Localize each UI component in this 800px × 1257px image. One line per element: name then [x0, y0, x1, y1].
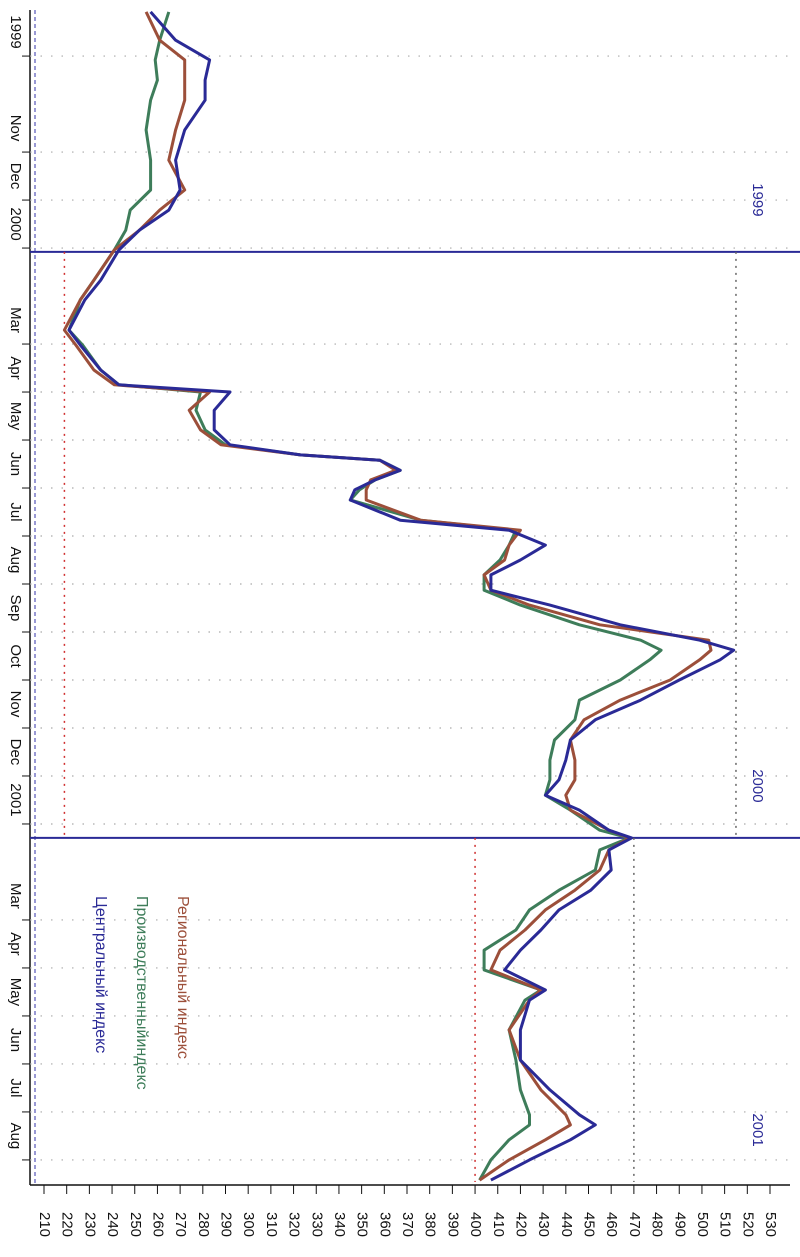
y-tick-label: 360 [376, 1212, 393, 1237]
y-tick-label: 230 [81, 1212, 98, 1237]
y-tick-label: 250 [127, 1212, 144, 1237]
x-tick-label: May [7, 402, 24, 431]
y-tick-label: 510 [717, 1212, 734, 1237]
x-tick-label: Jun [7, 452, 24, 476]
x-tick-label: Jul [7, 1078, 24, 1097]
y-tick-label: 520 [739, 1212, 756, 1237]
y-tick-label: 240 [104, 1212, 121, 1237]
y-tick-label: 340 [331, 1212, 348, 1237]
x-tick-label: Apr [7, 932, 24, 955]
y-tick-label: 280 [195, 1212, 212, 1237]
y-tick-label: 390 [444, 1212, 461, 1237]
period-label: 2001 [749, 1113, 766, 1146]
y-tick-label: 440 [558, 1212, 575, 1237]
y-tick-label: 210 [36, 1212, 53, 1237]
x-tick-label: May [7, 978, 24, 1007]
x-tick-label: Dec [7, 163, 24, 190]
y-tick-label: 300 [240, 1212, 257, 1237]
x-tick-label: Mar [7, 307, 24, 333]
x-tick-label: 1999 [7, 15, 24, 48]
y-tick-label: 270 [172, 1212, 189, 1237]
legend-label: Производственныйиндекс [133, 896, 150, 1090]
period-label: 2000 [749, 769, 766, 802]
x-tick-label: Dec [7, 739, 24, 766]
x-tick-label: Mar [7, 883, 24, 909]
x-tick-label: 2001 [7, 783, 24, 816]
legend-label: Центральный индекс [92, 896, 109, 1053]
x-tick-label: Nov [7, 115, 24, 142]
x-tick-label: Apr [7, 356, 24, 379]
y-tick-label: 460 [603, 1212, 620, 1237]
series-line [67, 10, 736, 1182]
x-tick-label: Aug [7, 547, 24, 574]
x-tick-label: 2000 [7, 207, 24, 240]
x-tick-label: Sep [7, 595, 24, 622]
y-tick-label: 380 [422, 1212, 439, 1237]
y-tick-label: 330 [308, 1212, 325, 1237]
y-tick-label: 320 [286, 1212, 303, 1237]
x-tick-label: Nov [7, 691, 24, 718]
y-tick-label: 260 [149, 1212, 166, 1237]
x-tick-label: Aug [7, 1123, 24, 1150]
legend-label: Региональный индекс [174, 896, 191, 1059]
y-tick-label: 310 [263, 1212, 280, 1237]
y-tick-label: 470 [626, 1212, 643, 1237]
x-tick-label: Oct [7, 644, 24, 668]
y-tick-label: 480 [649, 1212, 666, 1237]
y-tick-label: 530 [762, 1212, 779, 1237]
y-tick-label: 290 [218, 1212, 235, 1237]
y-tick-label: 350 [354, 1212, 371, 1237]
y-tick-label: 490 [671, 1212, 688, 1237]
y-tick-label: 500 [694, 1212, 711, 1237]
x-tick-label: Jul [7, 502, 24, 521]
x-tick-label: Jun [7, 1028, 24, 1052]
y-tick-label: 430 [535, 1212, 552, 1237]
y-tick-label: 370 [399, 1212, 416, 1237]
y-tick-label: 400 [467, 1212, 484, 1237]
y-tick-label: 450 [581, 1212, 598, 1237]
y-tick-label: 220 [59, 1212, 76, 1237]
period-label: 1999 [749, 183, 766, 216]
y-tick-label: 410 [490, 1212, 507, 1237]
y-tick-label: 420 [512, 1212, 529, 1237]
